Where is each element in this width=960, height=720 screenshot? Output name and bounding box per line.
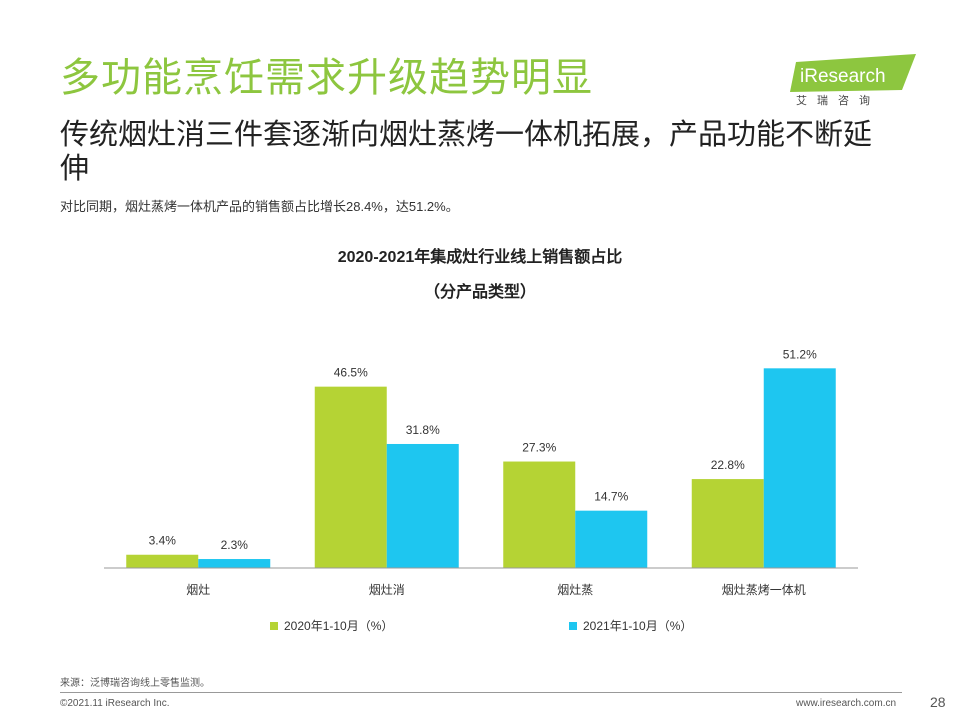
bar-2020-2 xyxy=(503,461,576,568)
logo-banner xyxy=(790,54,916,92)
bar-2020-0 xyxy=(126,554,199,568)
legend-label-2021: 2021年1-10月（%） xyxy=(583,619,693,633)
bar-2021-1 xyxy=(386,443,459,568)
page-number: 28 xyxy=(930,694,946,710)
bar-2021-0 xyxy=(198,559,271,568)
chart-title: 2020-2021年集成灶行业线上销售额占比 xyxy=(337,249,623,266)
legend-label-2020: 2020年1-10月（%） xyxy=(284,619,394,633)
data-label-2020-1: 46.5% xyxy=(334,366,368,380)
footer-divider xyxy=(60,692,902,693)
source-note: 来源：泛博瑞咨询线上零售监测。 xyxy=(60,678,210,689)
copyright: ©2021.11 iResearch Inc. xyxy=(60,698,170,709)
bar-2020-3 xyxy=(691,479,764,568)
legend-item-2021: 2021年1-10月（%） xyxy=(569,617,692,634)
iresearch-logo-graphic: iResearch xyxy=(790,54,916,92)
data-label-2020-3: 22.8% xyxy=(711,458,745,472)
data-label-2021-1: 31.8% xyxy=(406,423,440,437)
data-label-2021-2: 14.7% xyxy=(594,490,628,504)
x-tick-label-0: 烟灶 xyxy=(186,583,210,597)
bar-chart: 3.4% 2.3% 烟灶 46.5% 31.8% 烟灶消 27.3% 14.7% 烟灶蒸 22.8… xyxy=(104,347,858,597)
website-link[interactable]: www.iresearch.com.cn xyxy=(796,698,897,709)
x-tick-label-3: 烟灶蒸烤一体机 xyxy=(722,582,806,597)
page-title: 多功能烹饪需求升级趋势明显 xyxy=(60,56,593,100)
x-tick-label-2: 烟灶蒸 xyxy=(557,583,593,597)
bar-2021-2 xyxy=(575,510,648,568)
data-label-2021-0: 2.3% xyxy=(221,538,249,552)
logo-brand-text: iResearch xyxy=(800,66,886,87)
bar-2021-3 xyxy=(763,368,836,568)
chart-subtitle: （分产品类型） xyxy=(423,284,536,301)
legend-swatch-2020 xyxy=(270,621,278,630)
bar-2020-1 xyxy=(314,386,387,568)
legend-item-2020: 2020年1-10月（%） xyxy=(270,617,393,634)
data-label-2020-0: 3.4% xyxy=(149,534,177,548)
data-label-2020-2: 27.3% xyxy=(522,441,556,455)
x-tick-label-1: 烟灶消 xyxy=(369,583,405,597)
data-label-2021-3: 51.2% xyxy=(783,347,817,361)
legend-swatch-2021 xyxy=(569,621,577,630)
logo-tagline: 艾瑞咨询 xyxy=(796,95,880,107)
page-subtitle: 传统烟灶消三件套逐渐向烟灶蒸烤一体机拓展，产品功能不断延伸 xyxy=(60,119,873,185)
page-description: 对比同期，烟灶蒸烤一体机产品的销售额占比增长28.4%，达51.2%。 xyxy=(60,199,459,214)
